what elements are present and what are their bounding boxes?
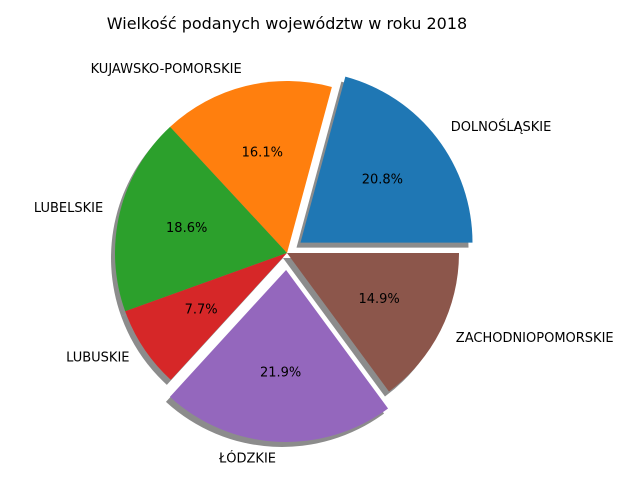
- slice-zachodniopomorskie: [287, 253, 459, 392]
- label-dolnoslaskie: DOLNOŚLĄSKIE: [451, 119, 552, 135]
- value-label-dolnoslaskie: 20.8%: [362, 172, 403, 187]
- label-kujawsko-pomorskie: KUJAWSKO-POMORSKIE: [91, 62, 242, 77]
- value-label-kujawsko-pomorskie: 16.1%: [242, 145, 283, 160]
- slice-lubelskie: [115, 126, 287, 312]
- label-lodzkie: ŁÓDZKIE: [218, 450, 276, 466]
- slices: [115, 76, 473, 442]
- slice-lodzkie: [169, 269, 389, 442]
- chart-title: Wielkość podanych województw w roku 2018: [107, 14, 467, 33]
- label-lubelskie: LUBELSKIE: [34, 201, 103, 216]
- value-label-lubelskie: 18.6%: [166, 221, 207, 236]
- label-lubuskie: LUBUSKIE: [66, 350, 129, 365]
- value-label-lubuskie: 7.7%: [185, 303, 218, 318]
- slice-kujawsko-pomorskie: [170, 80, 332, 253]
- slice-labels: DOLNOŚLĄSKIE 20.8% KUJAWSKO-POMORSKIE 16.1%…: [34, 62, 614, 467]
- slice-lubuskie: [125, 253, 287, 380]
- label-zachodniopomorskie: ZACHODNIOPOMORSKIE: [456, 331, 614, 346]
- value-label-zachodniopomorskie: 14.9%: [358, 292, 399, 307]
- value-label-lodzkie: 21.9%: [260, 366, 301, 381]
- slice-dolnoslaskie: [300, 76, 473, 243]
